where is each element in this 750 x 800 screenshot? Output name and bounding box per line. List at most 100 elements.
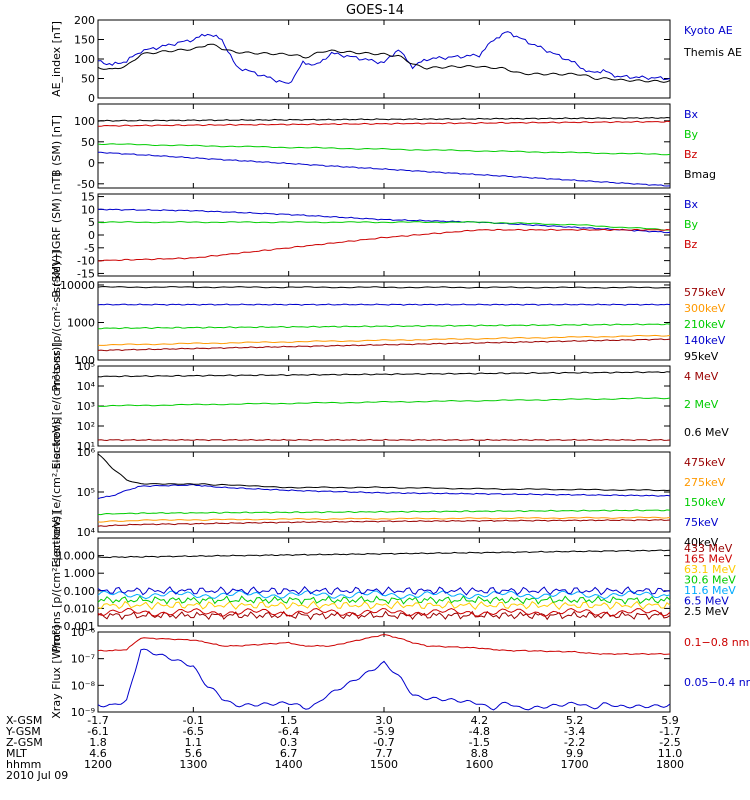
series-line-Bx bbox=[97, 151, 671, 187]
y-tick-label: 10³ bbox=[77, 400, 95, 413]
panel-2: -50 0 50 100 B (SM) [nT] Bx By Bz Bmag bbox=[50, 103, 716, 191]
ephemeris-value: 1.1 bbox=[185, 736, 203, 749]
y-tick-label: 0 bbox=[88, 92, 95, 105]
ephemeris-value: -2.5 bbox=[659, 736, 680, 749]
y-tick-label: 100 bbox=[74, 354, 95, 367]
y-tick-label: 5 bbox=[88, 216, 95, 229]
y-tick-label: 200 bbox=[74, 14, 95, 27]
ephemeris-value: -6.4 bbox=[278, 725, 299, 738]
legend-label: 2.5 MeV bbox=[684, 605, 729, 618]
ephemeris-value: 11.0 bbox=[658, 747, 683, 760]
legend-label: 165 MeV bbox=[684, 553, 733, 566]
ephemeris-row-label: hhmm bbox=[6, 758, 41, 771]
ephemeris-value: 1500 bbox=[370, 758, 398, 771]
y-tick-label: 10⁻⁸ bbox=[71, 679, 96, 692]
ephemeris-row-label: Z-GSM bbox=[6, 736, 43, 749]
y-tick-label: -10 bbox=[77, 255, 95, 268]
y-tick-label: 10¹ bbox=[77, 440, 95, 453]
ephemeris-value: -0.7 bbox=[373, 736, 394, 749]
ephemeris-value: 6.7 bbox=[280, 747, 298, 760]
ephemeris-value: 1300 bbox=[179, 758, 207, 771]
y-axis-label: B (SM) [nT] bbox=[50, 115, 63, 177]
series-line-2-5-MeV bbox=[97, 549, 671, 559]
y-tick-label: 0.100 bbox=[64, 585, 96, 598]
legend-label: 63.1 MeV bbox=[684, 563, 736, 576]
ephemeris-value: 8.8 bbox=[471, 747, 489, 760]
legend-label: 4 MeV bbox=[684, 370, 719, 383]
series-line-30-6-MeV bbox=[97, 595, 671, 605]
series-line-275keV bbox=[97, 516, 671, 523]
y-axis-label: Electrons [e/(cm²-s-sr)] bbox=[50, 342, 63, 469]
series-line-Bmag bbox=[97, 116, 671, 122]
series-line-Kyoto-AE bbox=[97, 31, 671, 84]
series-line-Bx bbox=[97, 208, 671, 234]
y-tick-label: 10⁶ bbox=[77, 446, 96, 459]
y-tick-label: 10 bbox=[81, 203, 95, 216]
series-line-0-1-0-8-nm bbox=[97, 633, 671, 656]
legend-label: 475keV bbox=[684, 456, 726, 469]
y-axis-label: Xray Flux [W/m²] bbox=[50, 625, 63, 718]
series-line-475keV bbox=[97, 519, 671, 527]
series-line-63-1-MeV bbox=[97, 600, 671, 611]
panel-frame bbox=[97, 365, 671, 447]
ephemeris-value: -6.1 bbox=[87, 725, 108, 738]
legend-label: By bbox=[684, 218, 699, 231]
legend-label: 95keV bbox=[684, 350, 719, 363]
y-tick-label: 10⁻⁶ bbox=[71, 626, 96, 639]
ephemeris-row-label: MLT bbox=[6, 747, 27, 760]
ephemeris-value: 9.9 bbox=[566, 747, 584, 760]
y-tick-label: 150 bbox=[74, 34, 95, 47]
panel-6: 10⁴ 10⁵ 10⁶ Electrons [e/(cm²-s-sr-keV)] 475… bbox=[50, 417, 726, 568]
legend-label: 11.6 MeV bbox=[684, 584, 736, 597]
ephemeris-value: -0.1 bbox=[183, 714, 204, 727]
ephemeris-value: -2.2 bbox=[564, 736, 585, 749]
y-tick-label: 0 bbox=[88, 229, 95, 242]
series-line-Bz bbox=[97, 120, 671, 127]
y-tick-label: 50 bbox=[81, 136, 95, 149]
ephemeris-row-label: Y-GSM bbox=[5, 725, 41, 738]
legend-label: Bz bbox=[684, 238, 698, 251]
series-line-0-6-MeV bbox=[97, 371, 671, 378]
y-tick-label: 10⁵ bbox=[77, 486, 95, 499]
ephemeris-value: 4.2 bbox=[471, 714, 489, 727]
panel-8: 10⁻⁹ 10⁻⁸ 10⁻⁷ 10⁻⁶ Xray Flux [W/m²] 0.1−0.8 … bbox=[50, 625, 750, 719]
y-tick-label: 10⁻⁷ bbox=[71, 653, 95, 666]
y-tick-label: 100 bbox=[74, 115, 95, 128]
panel-frame bbox=[97, 193, 671, 277]
ephemeris-value: 1600 bbox=[465, 758, 493, 771]
ephemeris-value: -5.9 bbox=[373, 725, 394, 738]
ephemeris-row-label: X-GSM bbox=[6, 714, 42, 727]
y-axis-label: B (SM)−IGRF (SM) [nT] bbox=[50, 172, 63, 297]
legend-label: 2 MeV bbox=[684, 398, 719, 411]
y-tick-label: 10² bbox=[77, 420, 95, 433]
legend-label: 75keV bbox=[684, 516, 719, 529]
ephemeris-value: 4.6 bbox=[89, 747, 107, 760]
y-tick-label: -50 bbox=[77, 178, 95, 191]
series-line-140keV bbox=[97, 303, 671, 306]
series-line-210keV bbox=[97, 323, 671, 330]
legend-label: 0.1−0.8 nm bbox=[684, 636, 749, 649]
ephemeris-value: -1.7 bbox=[659, 725, 680, 738]
ephemeris-value: -1.7 bbox=[87, 714, 108, 727]
legend-label: 40keV bbox=[684, 536, 719, 549]
ephemeris-value: 1800 bbox=[656, 758, 684, 771]
legend-label: 150keV bbox=[684, 496, 726, 509]
y-tick-label: 10.000 bbox=[57, 550, 96, 563]
legend-label: Bx bbox=[684, 198, 699, 211]
legend-label: 275keV bbox=[684, 476, 726, 489]
series-line-40keV bbox=[97, 453, 671, 492]
legend-label: Bmag bbox=[684, 168, 716, 181]
legend-label: 300keV bbox=[684, 302, 726, 315]
ephemeris-value: -6.5 bbox=[183, 725, 204, 738]
panel-frame bbox=[97, 631, 671, 713]
ephemeris-value: 5.6 bbox=[185, 747, 203, 760]
legend-label: Themis AE bbox=[683, 46, 742, 59]
series-line-0-05-0-4-nm bbox=[97, 648, 671, 711]
series-line-2-MeV bbox=[97, 397, 671, 407]
y-tick-label: -5 bbox=[84, 242, 95, 255]
ephemeris-value: 1400 bbox=[275, 758, 303, 771]
y-tick-label: 0 bbox=[88, 157, 95, 170]
y-tick-label: 0.001 bbox=[64, 620, 96, 633]
